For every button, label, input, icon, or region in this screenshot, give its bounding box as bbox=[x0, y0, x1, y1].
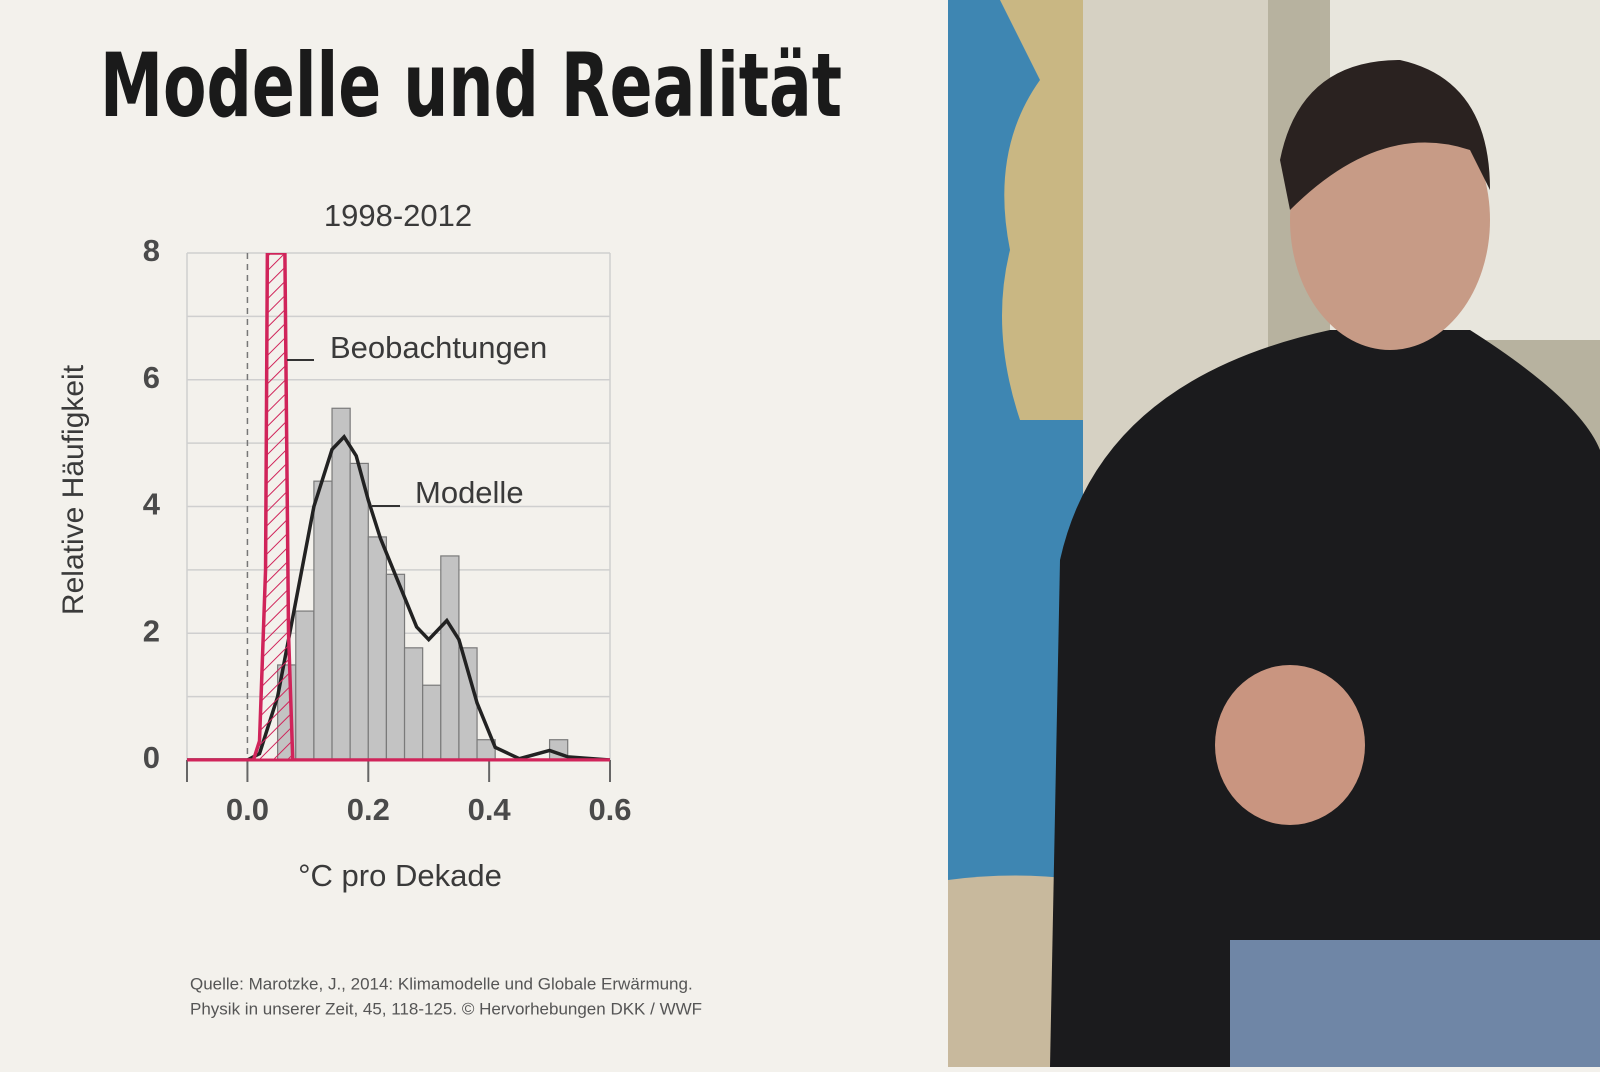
y-tick-label: 4 bbox=[143, 487, 161, 522]
observation-area bbox=[187, 253, 610, 760]
y-tick-label: 0 bbox=[143, 740, 160, 775]
annotation: Beobachtungen bbox=[330, 330, 547, 365]
histogram-bar bbox=[458, 647, 478, 761]
histogram-bar bbox=[313, 480, 333, 761]
curve-line bbox=[187, 253, 610, 761]
source-note: Physik in unserer Zeit, 45, 118-125. © H… bbox=[190, 999, 702, 1018]
slide bbox=[0, 0, 948, 1067]
chart-subtitle: 1998-2012 bbox=[324, 198, 472, 233]
x-tick-label: 0.2 bbox=[347, 792, 390, 827]
annotation: Modelle bbox=[415, 475, 524, 510]
histogram-bar bbox=[403, 647, 424, 761]
histogram-bar bbox=[295, 610, 315, 761]
histogram-bar bbox=[440, 555, 460, 761]
x-tick-label: 0.6 bbox=[588, 792, 631, 827]
curves bbox=[187, 253, 610, 761]
histogram-bar bbox=[367, 536, 388, 761]
histogram-bar bbox=[331, 407, 351, 761]
x-tick-label: 0.4 bbox=[468, 792, 512, 827]
y-tick-label: 2 bbox=[143, 613, 160, 648]
y-axis-label: Relative Häufigkeit bbox=[57, 364, 90, 615]
y-tick-label: 8 bbox=[143, 233, 160, 268]
x-tick-label: 0.0 bbox=[226, 792, 269, 827]
histogram-bar bbox=[349, 462, 369, 761]
video-panel bbox=[948, 0, 1600, 1067]
source-note: Quelle: Marotzke, J., 2014: Klimamodelle… bbox=[190, 974, 693, 993]
slide-title: Modelle und Realität bbox=[100, 36, 842, 138]
y-tick-label: 6 bbox=[143, 360, 160, 395]
x-axis-label: °C pro Dekade bbox=[298, 858, 502, 893]
histogram-bar bbox=[422, 684, 442, 761]
histogram-bar bbox=[385, 573, 406, 761]
